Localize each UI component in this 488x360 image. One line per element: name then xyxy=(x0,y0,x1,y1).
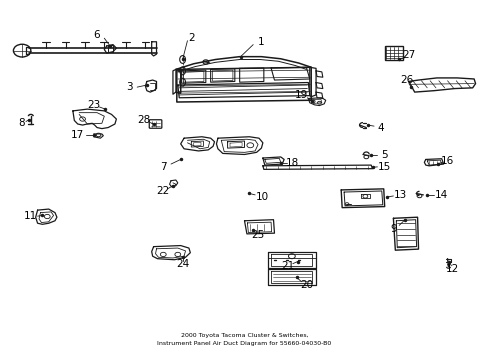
Text: 27: 27 xyxy=(402,50,415,60)
Text: 5: 5 xyxy=(381,150,387,160)
Text: 14: 14 xyxy=(434,190,447,200)
Text: 2: 2 xyxy=(187,33,194,43)
Text: 4: 4 xyxy=(377,122,384,132)
Text: 18: 18 xyxy=(285,158,299,168)
Text: 23: 23 xyxy=(87,100,100,110)
Text: 9: 9 xyxy=(389,224,396,234)
Text: 6: 6 xyxy=(94,30,100,40)
Text: Instrument Panel Air Duct Diagram for 55660-04030-B0: Instrument Panel Air Duct Diagram for 55… xyxy=(157,341,331,346)
Text: 25: 25 xyxy=(251,230,264,240)
Text: 8: 8 xyxy=(18,118,24,128)
Text: 2000 Toyota Tacoma Cluster & Switches,: 2000 Toyota Tacoma Cluster & Switches, xyxy=(181,333,307,338)
Text: 10: 10 xyxy=(256,192,269,202)
Text: 26: 26 xyxy=(399,75,412,85)
Text: 28: 28 xyxy=(137,116,150,125)
Text: 16: 16 xyxy=(440,156,453,166)
Text: 7: 7 xyxy=(160,162,166,171)
Text: 17: 17 xyxy=(71,130,84,140)
Text: 20: 20 xyxy=(299,280,312,289)
Text: 19: 19 xyxy=(294,90,307,100)
Text: 12: 12 xyxy=(445,264,458,274)
Text: 15: 15 xyxy=(377,162,390,171)
Text: 13: 13 xyxy=(393,190,406,200)
FancyBboxPatch shape xyxy=(149,120,162,128)
Text: 21: 21 xyxy=(281,261,294,271)
Bar xyxy=(384,46,402,60)
Text: 11: 11 xyxy=(24,211,38,221)
Text: 1: 1 xyxy=(258,37,264,48)
Text: 3: 3 xyxy=(126,82,132,92)
Text: 22: 22 xyxy=(156,186,169,196)
Text: 24: 24 xyxy=(176,259,189,269)
